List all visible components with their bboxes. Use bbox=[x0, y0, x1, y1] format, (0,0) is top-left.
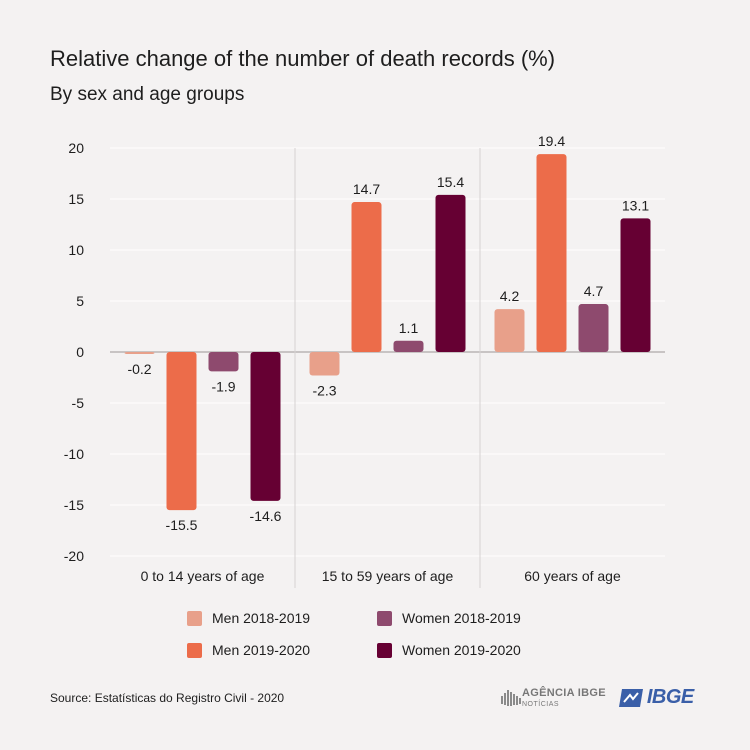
legend-swatch bbox=[187, 642, 202, 658]
y-tick-label: -10 bbox=[64, 446, 84, 462]
agencia-ibge-logo: AGÊNCIA IBGE NOTÍCIAS bbox=[500, 687, 606, 709]
bar-value-label: 13.1 bbox=[622, 197, 649, 213]
bar bbox=[250, 352, 281, 501]
chart-title: Relative change of the number of death r… bbox=[50, 46, 556, 71]
bar-value-label: -2.3 bbox=[312, 382, 336, 398]
bar-value-label: -0.2 bbox=[127, 361, 151, 377]
bar-value-label: 4.2 bbox=[500, 288, 520, 304]
legend-item-women-2018-2019: Women 2018-2019 bbox=[377, 610, 521, 626]
x-tick-label: 15 to 59 years of age bbox=[322, 568, 454, 584]
bar bbox=[536, 154, 567, 352]
bar-value-label: -1.9 bbox=[211, 378, 235, 394]
y-tick-label: -15 bbox=[64, 497, 84, 513]
bar-value-label: -14.6 bbox=[250, 508, 282, 524]
logos: AGÊNCIA IBGE NOTÍCIAS IBGE bbox=[500, 686, 694, 709]
legend-swatch bbox=[377, 610, 392, 626]
agencia-label: AGÊNCIA IBGE bbox=[522, 686, 606, 699]
bar bbox=[393, 340, 424, 352]
bar-value-label: 15.4 bbox=[437, 174, 464, 190]
x-tick-label: 60 years of age bbox=[524, 568, 621, 584]
y-tick-label: -5 bbox=[72, 395, 85, 411]
legend-swatch bbox=[377, 642, 392, 658]
y-tick-label: 10 bbox=[68, 242, 84, 258]
chart-subtitle: By sex and age groups bbox=[50, 84, 245, 105]
ibge-logo: IBGE bbox=[618, 686, 694, 709]
bar bbox=[494, 309, 525, 352]
bar bbox=[351, 202, 382, 352]
legend-swatch bbox=[187, 610, 202, 626]
bar bbox=[124, 352, 155, 355]
agencia-sub-label: NOTÍCIAS bbox=[522, 700, 560, 708]
legend-item-women-2019-2020: Women 2019-2020 bbox=[377, 642, 521, 658]
y-tick-label: 5 bbox=[76, 293, 84, 309]
bar bbox=[309, 352, 340, 376]
y-tick-label: -20 bbox=[64, 548, 84, 564]
bar-value-label: 19.4 bbox=[538, 133, 565, 149]
source-note: Source: Estatísticas do Registro Civil -… bbox=[50, 691, 285, 705]
legend-label: Men 2019-2020 bbox=[212, 642, 311, 658]
bar-chart: 20 15 10 5 0 -5 -10 -15 -20 0 to 14 years of age -… bbox=[64, 133, 665, 588]
agencia-logo-icon bbox=[501, 689, 521, 706]
y-tick-label: 0 bbox=[76, 344, 84, 360]
bar bbox=[208, 352, 239, 372]
bar bbox=[435, 194, 466, 352]
bar bbox=[578, 304, 609, 352]
legend-label: Men 2018-2019 bbox=[212, 610, 311, 626]
bar-value-label: 14.7 bbox=[353, 181, 380, 197]
bar bbox=[166, 352, 197, 511]
y-tick-label: 15 bbox=[68, 191, 84, 207]
bar bbox=[620, 218, 651, 352]
bar-value-label: -15.5 bbox=[166, 517, 198, 533]
legend-item-men-2018-2019: Men 2018-2019 bbox=[187, 610, 310, 626]
bar-value-label: 4.7 bbox=[584, 283, 604, 299]
ibge-label: IBGE bbox=[646, 686, 694, 708]
y-tick-label: 20 bbox=[68, 140, 84, 156]
legend-label: Women 2019-2020 bbox=[402, 642, 521, 658]
legend-label: Women 2018-2019 bbox=[402, 610, 521, 626]
legend-item-men-2019-2020: Men 2019-2020 bbox=[187, 642, 310, 658]
ibge-logo-icon bbox=[618, 688, 643, 707]
bar-value-label: 1.1 bbox=[399, 320, 419, 336]
x-tick-label: 0 to 14 years of age bbox=[141, 568, 265, 584]
legend: Men 2018-2019 Men 2019-2020 Women 2018-2… bbox=[187, 610, 587, 660]
